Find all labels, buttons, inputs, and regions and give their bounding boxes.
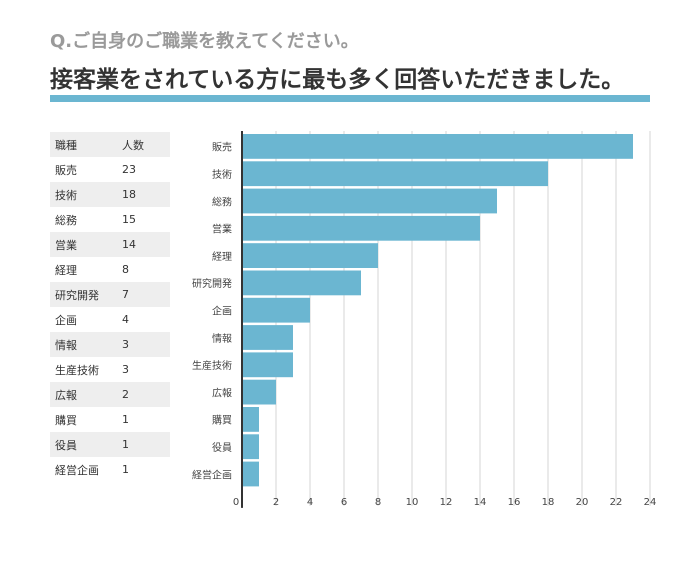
- count-cell: 8: [122, 263, 129, 276]
- occupation-cell: 広報: [50, 382, 117, 407]
- x-tick-label: 6: [341, 497, 347, 508]
- bar: [243, 161, 548, 187]
- bar: [243, 243, 378, 268]
- x-tick-label: 2: [273, 497, 279, 508]
- count-cell: 4: [122, 313, 129, 326]
- category-label: 企画: [212, 304, 232, 317]
- count-cell: 3: [117, 332, 170, 357]
- table-row: 経理 8: [50, 257, 170, 282]
- table-row: 広報 2: [50, 382, 170, 407]
- occupation-cell: 経営企画: [55, 463, 99, 477]
- x-tick-label: 4: [307, 497, 313, 508]
- x-tick-label: 20: [576, 497, 589, 508]
- category-label: 広報: [212, 386, 232, 399]
- occupation-cell: 販売: [55, 163, 77, 177]
- category-label: 総務: [212, 195, 232, 208]
- occupation-cell: 役員: [50, 432, 117, 457]
- table-row: 販売 23: [50, 157, 170, 182]
- count-cell: 1: [117, 432, 170, 457]
- count-cell: 3: [122, 363, 129, 376]
- table-row: 技術 18: [50, 182, 170, 207]
- table-row: 総務 15: [50, 207, 170, 232]
- bar: [243, 270, 361, 296]
- category-label: 営業: [212, 223, 232, 236]
- count-cell: 1: [122, 463, 129, 476]
- occupation-cell: 購買: [55, 413, 77, 427]
- count-cell: 7: [117, 282, 170, 307]
- count-cell: 14: [117, 232, 170, 257]
- occupation-cell: 企画: [55, 313, 77, 327]
- x-tick-label: 24: [644, 497, 657, 508]
- category-label: 役員: [212, 441, 232, 454]
- x-tick-label: 8: [375, 497, 381, 508]
- bar: [243, 325, 293, 350]
- header-count: 人数: [117, 132, 170, 157]
- bar: [243, 407, 259, 432]
- x-tick-label: 10: [406, 497, 419, 508]
- occupation-cell: 情報: [50, 332, 117, 357]
- category-label: 経理: [212, 250, 232, 263]
- x-tick-label: 22: [610, 497, 623, 508]
- x-tick-label: 12: [440, 497, 453, 508]
- category-label: 経営企画: [192, 468, 232, 481]
- question-text: Q.ご自身のご職業を教えてください。: [50, 31, 359, 52]
- bar: [243, 297, 310, 323]
- bar: [243, 379, 276, 405]
- x-tick-label: 0: [233, 497, 239, 508]
- accent-divider: [50, 95, 650, 102]
- category-label: 購買: [212, 414, 232, 427]
- header-occupation: 職種: [50, 132, 117, 157]
- occupation-cell: 研究開発: [50, 282, 117, 307]
- category-label: 販売: [212, 141, 232, 154]
- x-tick-label: 18: [542, 497, 555, 508]
- count-cell: 2: [117, 382, 170, 407]
- table-row: 研究開発 7: [50, 282, 170, 307]
- category-label: 情報: [212, 332, 232, 345]
- table-row: 購買 1: [50, 407, 170, 432]
- occupation-cell: 技術: [50, 182, 117, 207]
- table-header-row: 職種 人数: [50, 132, 170, 157]
- bar: [243, 461, 259, 487]
- bar: [243, 434, 259, 460]
- x-tick-label: 14: [474, 497, 487, 508]
- occupation-cell: 生産技術: [55, 363, 99, 377]
- table-row: 生産技術 3: [50, 357, 170, 382]
- bar: [243, 188, 497, 214]
- category-label: 研究開発: [192, 277, 232, 290]
- table-row: 営業 14: [50, 232, 170, 257]
- count-cell: 15: [122, 213, 136, 226]
- occupation-cell: 経理: [55, 263, 77, 277]
- bar: [243, 134, 633, 159]
- answer-summary: 接客業をされている方に最も多く回答いただきました。: [50, 67, 625, 93]
- table-row: 役員 1: [50, 432, 170, 457]
- bar: [243, 215, 480, 241]
- table-row: 企画 4: [50, 307, 170, 332]
- occupation-cell: 総務: [55, 213, 77, 227]
- count-cell: 18: [117, 182, 170, 207]
- data-table: 職種 人数 販売 23 技術 18 総務 15 営業 14 経理 8 研究開発 7 企画 4 情報 3 生産技術…: [50, 132, 170, 482]
- count-cell: 23: [122, 163, 136, 176]
- table-row: 経営企画 1: [50, 457, 170, 482]
- bar: [243, 352, 293, 378]
- occupation-cell: 営業: [50, 232, 117, 257]
- x-tick-label: 16: [508, 497, 521, 508]
- count-cell: 1: [122, 413, 129, 426]
- category-label: 生産技術: [192, 359, 232, 372]
- table-row: 情報 3: [50, 332, 170, 357]
- category-label: 技術: [212, 168, 232, 181]
